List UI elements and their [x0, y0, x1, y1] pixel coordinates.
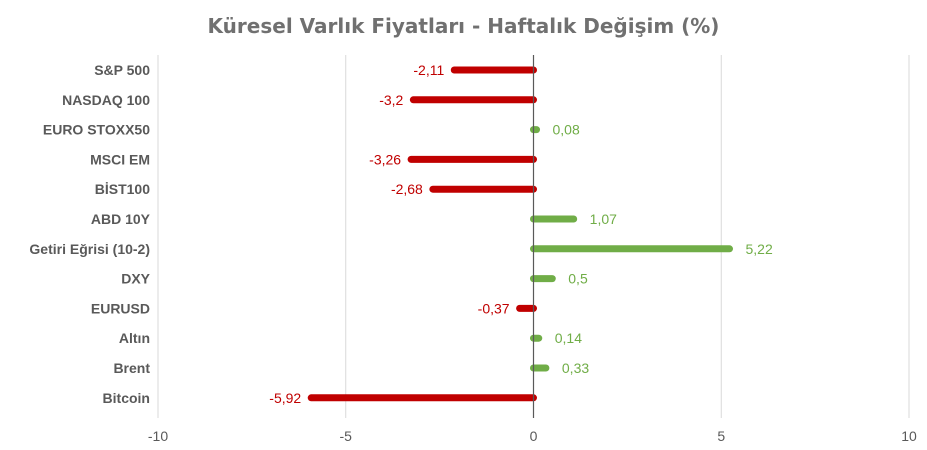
data-label: -5,92 — [269, 390, 301, 406]
category-label: NASDAQ 100 — [62, 92, 150, 108]
data-label: -3,2 — [379, 92, 403, 108]
data-label: 0,5 — [568, 271, 588, 287]
data-label: 0,33 — [562, 360, 589, 376]
data-label: -3,26 — [369, 151, 401, 167]
category-label: EURO STOXX50 — [43, 122, 150, 138]
data-label: -2,68 — [391, 181, 423, 197]
category-label: S&P 500 — [94, 62, 150, 78]
data-label: 1,07 — [590, 211, 617, 227]
category-label: BİST100 — [95, 181, 150, 197]
category-label: ABD 10Y — [91, 211, 151, 227]
chart-title: Küresel Varlık Fiyatları - Haftalık Deği… — [207, 14, 720, 38]
category-label: EURUSD — [91, 300, 150, 316]
x-tick-label: 0 — [530, 428, 538, 444]
x-tick-label: 5 — [717, 428, 725, 444]
data-label: 5,22 — [746, 241, 773, 257]
x-tick-label: -5 — [340, 428, 353, 444]
category-label: DXY — [121, 271, 150, 287]
category-label: Altın — [119, 330, 150, 346]
category-label: Brent — [113, 360, 150, 376]
x-tick-label: 10 — [901, 428, 917, 444]
data-label: -2,11 — [413, 62, 444, 78]
category-label: Getiri Eğrisi (10-2) — [29, 241, 150, 257]
x-tick-label: -10 — [148, 428, 168, 444]
data-label: 0,14 — [555, 330, 582, 346]
data-labels: -2,11 -3,2 0,08 -3,26 -2,68 1,07 5,22 0,5 -0,37 0… — [269, 62, 773, 406]
data-label: -0,37 — [478, 300, 510, 316]
category-labels: S&P 500 NASDAQ 100 EURO STOXX50 MSCI EM BİST… — [29, 62, 150, 406]
x-axis-tick-labels: -10 -5 0 5 10 — [148, 428, 917, 444]
grid-lines — [157, 55, 910, 418]
bars — [307, 66, 734, 402]
category-label: MSCI EM — [90, 151, 150, 167]
category-label: Bitcoin — [103, 390, 150, 406]
data-label: 0,08 — [553, 122, 580, 138]
